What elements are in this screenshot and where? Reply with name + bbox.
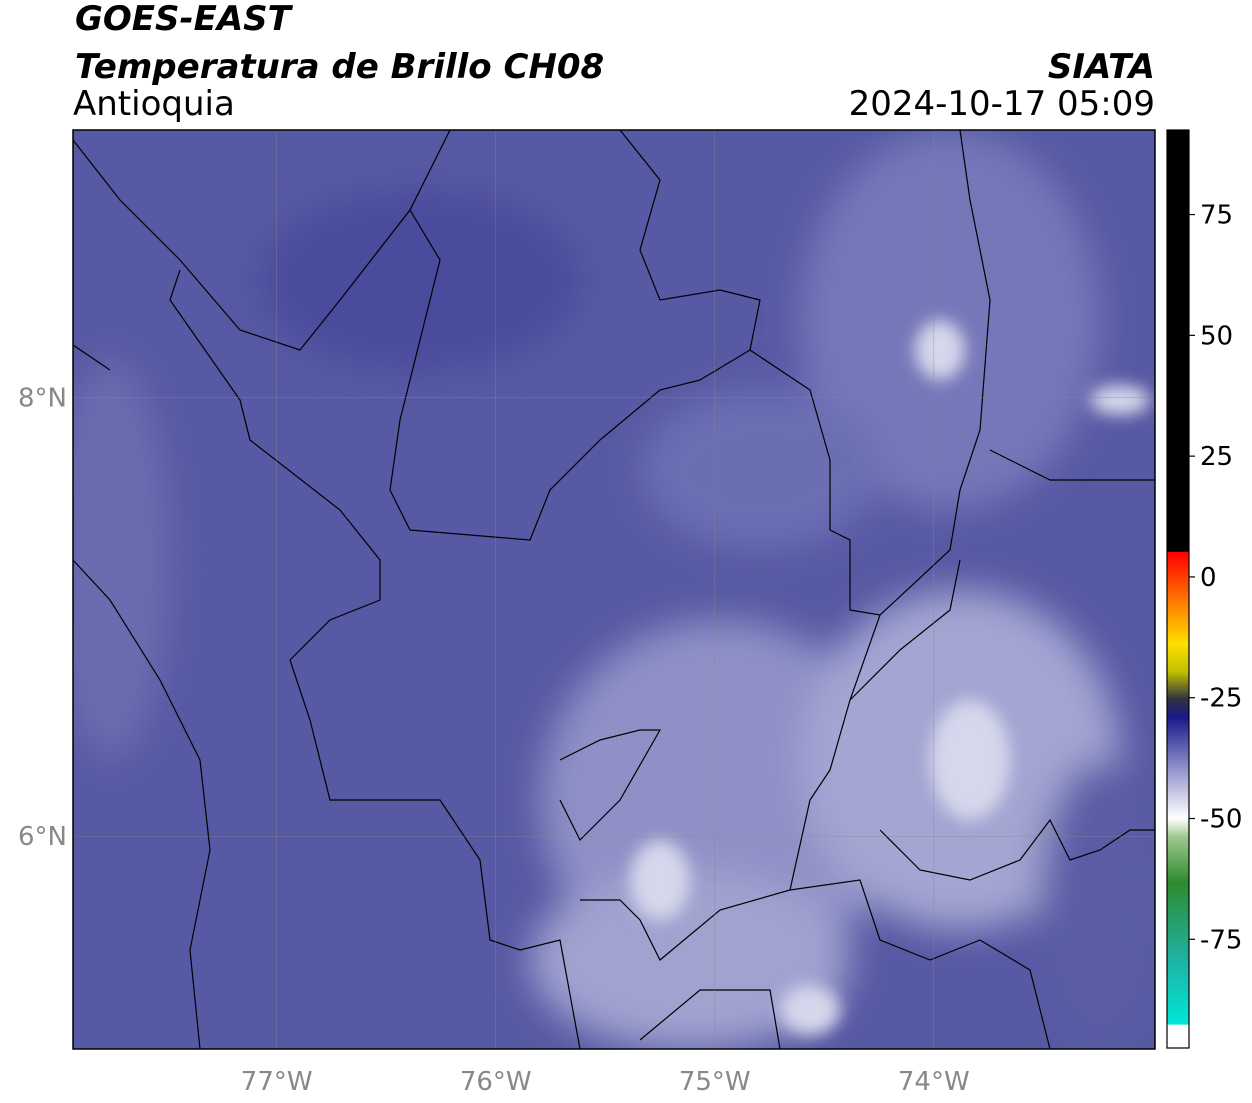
colorbar-tick-label: 25 — [1200, 442, 1233, 472]
map-area — [73, 130, 1155, 1049]
organization: SIATA — [1048, 47, 1155, 87]
y-tick-label: 8°N — [18, 384, 67, 414]
colorbar-tick-label: -25 — [1200, 684, 1242, 714]
subtitle: Temperatura de Brillo CH08 — [75, 47, 604, 87]
y-tick-label: 6°N — [18, 822, 67, 852]
datetime: 2024-10-17 05:09 — [849, 84, 1155, 124]
borders — [73, 130, 1155, 1049]
colorbar-tick-label: 50 — [1200, 321, 1233, 351]
colorbar-tick-label: -75 — [1200, 925, 1242, 955]
x-tick-label: 74°W — [898, 1067, 970, 1097]
region: Antioquia — [73, 84, 235, 124]
title: GOES-EAST — [75, 0, 294, 39]
brightness-field — [73, 130, 1155, 1049]
x-tick-label: 76°W — [460, 1067, 532, 1097]
bright-patches — [630, 320, 1150, 1035]
grid — [73, 130, 1155, 1049]
colorbar — [1166, 129, 1190, 1049]
colorbar-tick-label: 0 — [1200, 563, 1217, 593]
colorbar-tick-label: -50 — [1200, 805, 1242, 835]
x-tick-label: 75°W — [679, 1067, 751, 1097]
colorbar-tick-label: 75 — [1200, 201, 1233, 231]
x-tick-label: 77°W — [241, 1067, 313, 1097]
map-frame — [72, 129, 1156, 1050]
